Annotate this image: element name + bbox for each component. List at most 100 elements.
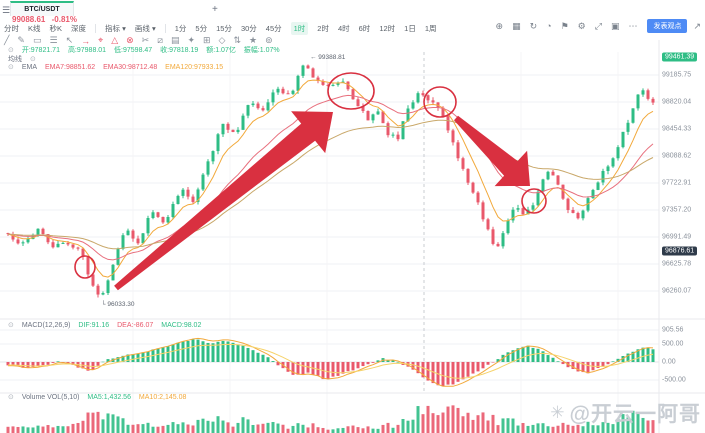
grid-plus-icon[interactable]: ⊞ — [203, 35, 211, 45]
y-axis-label: 96625.78 — [662, 260, 692, 268]
crosshair-icon[interactable]: ⊕ — [495, 20, 504, 31]
y-axis-label: 98820.04 — [662, 98, 692, 106]
price-badge: 99461.39 — [662, 52, 698, 62]
ema-value-3: EMA120:97933.15 — [165, 64, 224, 71]
marker-layer: ← 99388.81 └ 96033.30 — [101, 54, 346, 308]
volume-name: Volume VOL(5,10) — [21, 394, 80, 401]
dropdown-画线[interactable]: 画线 ▾ — [134, 24, 156, 33]
rows-icon[interactable]: ▤ — [170, 35, 180, 45]
scissors-icon[interactable]: ✂ — [141, 35, 150, 45]
view-K线[interactable]: K线 — [28, 24, 41, 33]
replay-icon[interactable]: ↻ — [529, 20, 538, 31]
interval-45分[interactable]: 45分 — [265, 24, 282, 33]
price-axis[interactable]: 99185.75 98820.04 98454.33 98088.62 97722.91… — [662, 0, 705, 433]
y-axis-label: -500.00 — [662, 376, 686, 384]
y-axis-label: 98088.62 — [662, 152, 692, 160]
ohlc-high: 高:97988.01 — [67, 47, 107, 54]
ma-line-layer — [7, 79, 654, 278]
svg-text:← 99388.81: ← 99388.81 — [310, 54, 346, 61]
y-axis-label: 0.00 — [662, 358, 676, 366]
star-icon[interactable]: ★ — [249, 35, 258, 45]
ohlc-legend: ⊙ 开:97821.71 高:97988.01 低:97598.47 收:978… — [8, 46, 286, 55]
interval-1周[interactable]: 1周 — [424, 24, 437, 33]
view-分时[interactable]: 分时 — [4, 24, 19, 33]
y-axis-label: 96260.07 — [662, 287, 692, 295]
interval-clock-icon[interactable]: ◔ — [546, 21, 552, 31]
trend-line-icon[interactable]: ╱ — [4, 35, 10, 45]
view-深度[interactable]: 深度 — [71, 24, 87, 33]
bullseye-icon[interactable]: ⊚ — [265, 35, 273, 45]
y-axis-label: 96991.49 — [662, 233, 692, 241]
macd-dif: DIF:91.16 — [78, 322, 110, 329]
grid-layer — [0, 40, 705, 433]
eye-icon[interactable]: ⊙ — [8, 64, 14, 71]
eye-icon[interactable]: ⊙ — [8, 322, 14, 329]
share-icon[interactable]: ↗ — [693, 20, 701, 31]
interval-4时[interactable]: 4时 — [337, 24, 350, 33]
toolbar-row-1: 分时 K线 秒K 深度 指标 ▾ 画线 ▾ 1分 5分 15分 30分 45分 1时 2时 4时 6时 1… — [4, 22, 446, 35]
menu-icon[interactable]: ☰ — [2, 5, 11, 15]
macd-name: MACD(12,26,9) — [21, 322, 71, 329]
pencil-icon[interactable]: ✎ — [17, 35, 25, 45]
ema-legend: ⊙ EMA EMA7:98851.62 EMA30:98712.48 EMA12… — [8, 63, 229, 72]
dropdown-group: 指标 ▾ 画线 ▾ — [105, 23, 165, 34]
fullscreen-icon[interactable]: ⤢ — [594, 20, 602, 31]
triangle-icon[interactable]: △ — [111, 35, 119, 45]
ticker-price-line: 99088.61 -0.81% — [12, 15, 77, 24]
header-actions: ⊕ ▦ ↻ ◔ ⚑ ⚙ ⤢ ▣ ⋯ 发表观点 ↗ — [487, 19, 701, 33]
interval-5分[interactable]: 5分 — [195, 24, 208, 33]
interval-2时[interactable]: 2时 — [317, 24, 329, 33]
layout-grid-icon[interactable]: ▦ — [512, 20, 521, 31]
y-axis-label: 97722.91 — [662, 179, 692, 187]
price-badge: 96876.61 — [662, 246, 698, 256]
interval-12时[interactable]: 12时 — [379, 24, 396, 33]
eye-icon[interactable]: ⊙ — [29, 56, 36, 63]
ohlc-amplitude: 振幅:1.07% — [243, 47, 280, 54]
ma-legend-label: 均线 — [8, 56, 22, 63]
more-icon[interactable]: ⋯ — [628, 20, 638, 31]
interval-15分[interactable]: 15分 — [216, 24, 232, 33]
arrow-upleft-icon[interactable]: ↖ — [65, 35, 74, 45]
macd-value: MACD:98.02 — [161, 322, 202, 329]
volume-ma5: MA5:1,432.56 — [87, 394, 131, 401]
interval-6时[interactable]: 6时 — [358, 24, 371, 33]
ma-legend: 均线 ⊙ — [8, 55, 42, 64]
rectangle-icon[interactable]: ▭ — [32, 35, 42, 45]
alert-flag-icon[interactable]: ⚑ — [560, 20, 569, 31]
eye-icon[interactable]: ⊙ — [8, 394, 14, 401]
add-tab-button[interactable]: + — [212, 4, 218, 15]
view-秒K[interactable]: 秒K — [49, 24, 63, 33]
y-axis-label: 500.00 — [662, 340, 684, 348]
publish-button[interactable]: 发表观点 — [647, 19, 688, 33]
divider — [95, 24, 97, 33]
interval-1分[interactable]: 1分 — [174, 24, 187, 33]
sparkle-icon[interactable]: ✦ — [187, 35, 195, 45]
interval-30分[interactable]: 30分 — [240, 24, 257, 33]
dropdown-指标[interactable]: 指标 ▾ — [105, 24, 126, 33]
macd-dea: DEA:-86.07 — [117, 322, 154, 329]
target-icon[interactable]: ⌖ — [98, 35, 104, 45]
last-price: 99088.61 — [12, 15, 46, 24]
interval-1时[interactable]: 1时 — [290, 22, 309, 35]
interval-1日[interactable]: 1日 — [404, 24, 416, 33]
y-axis-label: 99185.75 — [662, 71, 692, 79]
annotation-layer — [74, 72, 547, 291]
settings-gear-icon[interactable]: ⚙ — [577, 20, 586, 31]
arrow-right-icon[interactable]: → — [81, 35, 91, 46]
eye-icon[interactable]: ⊙ — [8, 47, 14, 54]
ohlc-amount: 额:1.07亿 — [206, 47, 236, 54]
y-axis-label: 905.56 — [662, 326, 684, 334]
interval-group: 1分 5分 15分 30分 45分 1时 2时 4时 6时 12时 1日 1周 — [175, 22, 446, 35]
circle-slash-icon[interactable]: ⊗ — [126, 35, 134, 45]
y-axis-label: 97357.20 — [662, 206, 692, 214]
divider — [164, 24, 166, 33]
symbol-tab[interactable]: BTC/USDT — [10, 1, 74, 16]
box-diagonal-icon[interactable]: ⧄ — [157, 35, 163, 45]
price-change: -0.81% — [51, 15, 77, 24]
snapshot-camera-icon[interactable]: ▣ — [610, 20, 620, 31]
diamond-icon[interactable]: ◇ — [218, 35, 226, 45]
sort-icon[interactable]: ⇅ — [233, 35, 242, 45]
list-icon[interactable]: ☰ — [49, 35, 58, 45]
